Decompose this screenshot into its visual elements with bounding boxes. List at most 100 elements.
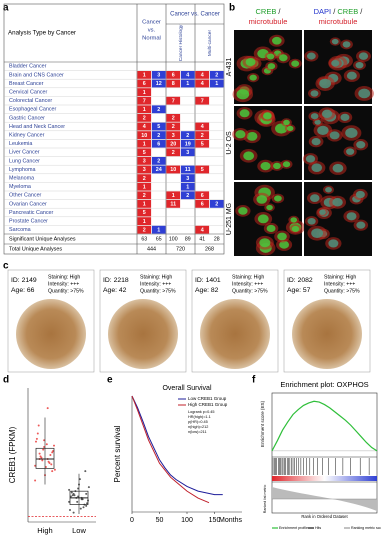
table-border — [3, 3, 225, 255]
header-part: / — [276, 7, 281, 16]
nucleus — [278, 54, 288, 62]
x-tick-label: Low — [72, 526, 86, 535]
tissue-core — [16, 299, 86, 369]
point — [53, 468, 56, 471]
nucleus — [256, 195, 268, 204]
nucleus — [332, 198, 343, 207]
x-tick-label: 100 — [181, 517, 193, 524]
cell-value: 10 — [141, 133, 147, 139]
cell — [195, 191, 210, 200]
point — [51, 470, 54, 473]
cell — [166, 139, 181, 148]
group-header: Cancer vs. Cancer — [170, 12, 220, 18]
cell-value: 5 — [201, 167, 204, 173]
x-axis-label: Months — [219, 517, 242, 524]
staining: Staining: High — [140, 274, 172, 280]
cell-value: 11 — [185, 167, 191, 173]
cancer-name: Brain and CNS Cancer — [9, 72, 64, 78]
cancer-name: Bladder Cancer — [9, 64, 47, 70]
cell-value: 3 — [157, 73, 160, 79]
nucleus — [355, 61, 364, 69]
y-axis-label: Percent survival — [113, 425, 122, 482]
panel-letter: e — [107, 375, 113, 386]
annotation: n(low)=211 — [188, 430, 207, 434]
cell — [137, 200, 152, 208]
point — [87, 486, 90, 489]
cell — [137, 165, 152, 174]
cell — [166, 79, 181, 88]
header-part: CREB — [255, 7, 276, 16]
table-header: Analysis Type by Cancer — [8, 30, 76, 37]
cell-value: 2 — [172, 116, 175, 122]
legend-label: High CREB1 Group — [188, 402, 228, 407]
summary-value: 63 — [141, 236, 147, 242]
point — [78, 478, 81, 481]
x-tick-label: 0 — [130, 517, 134, 524]
sample-age: Age: 57 — [287, 287, 311, 294]
cell-value: 5 — [201, 141, 204, 147]
nucleus — [310, 90, 319, 97]
panel-letter: a — [3, 3, 9, 14]
cell — [151, 122, 166, 131]
cancer-name: Lung Cancer — [9, 158, 40, 164]
nucleus — [311, 137, 321, 146]
nucleus — [279, 240, 290, 249]
cancer-name: Melanoma — [9, 176, 34, 182]
cell-value: 1 — [143, 202, 146, 208]
cell — [137, 191, 152, 200]
cancer-name: Cervical Cancer — [9, 90, 48, 96]
nucleus — [246, 132, 258, 141]
cell — [166, 200, 181, 208]
nucleus — [291, 60, 300, 67]
point — [35, 437, 38, 440]
nucleus — [311, 163, 323, 173]
cancer-name: Head and Neck Cancer — [9, 124, 65, 130]
cell — [151, 105, 166, 114]
point — [68, 500, 71, 503]
annotation: n(high)=212 — [188, 425, 208, 429]
sample-id: ID: 2218 — [103, 277, 129, 284]
cell — [151, 79, 166, 88]
cell — [166, 122, 181, 131]
point — [43, 445, 46, 448]
cancer-name: Pancreatic Cancer — [9, 210, 54, 216]
cell-value: 1 — [143, 73, 146, 79]
nucleus — [239, 109, 250, 118]
annotation: p(HR)=0.45 — [188, 420, 208, 424]
cell-value: 2 — [186, 193, 189, 199]
intensity: Intensity: +++ — [232, 281, 263, 287]
x-tick-label: 150 — [209, 517, 221, 524]
cell — [166, 96, 181, 105]
cell-value: 1 — [143, 141, 146, 147]
nucleus — [317, 125, 329, 136]
cell-value: 2 — [215, 73, 218, 79]
point — [34, 479, 37, 482]
nucleus — [345, 127, 358, 138]
cell — [137, 96, 152, 105]
cell — [151, 165, 166, 174]
nucleus — [282, 161, 291, 168]
cell — [137, 182, 152, 191]
box — [35, 447, 55, 469]
cell — [137, 225, 152, 234]
header-part: / — [358, 7, 363, 16]
point — [34, 464, 37, 467]
staining: Staining: High — [324, 274, 356, 280]
cell — [195, 71, 210, 79]
nucleus — [267, 63, 276, 70]
cell-value: 3 — [143, 159, 146, 165]
x-axis-label: Rank in Ordered Dataset — [301, 514, 348, 519]
rank-bar — [272, 476, 377, 481]
cell-value: 1 — [143, 90, 146, 96]
cell-value: 6 — [201, 193, 204, 199]
tissue-core — [292, 299, 362, 369]
nucleus — [307, 52, 316, 60]
panel-letter: d — [3, 375, 9, 386]
point — [85, 504, 88, 507]
cell — [137, 79, 152, 88]
intensity: Intensity: +++ — [48, 281, 79, 287]
legend-label: Enrichment profile — [279, 526, 308, 530]
point — [68, 488, 71, 491]
header-part: / — [331, 7, 337, 16]
